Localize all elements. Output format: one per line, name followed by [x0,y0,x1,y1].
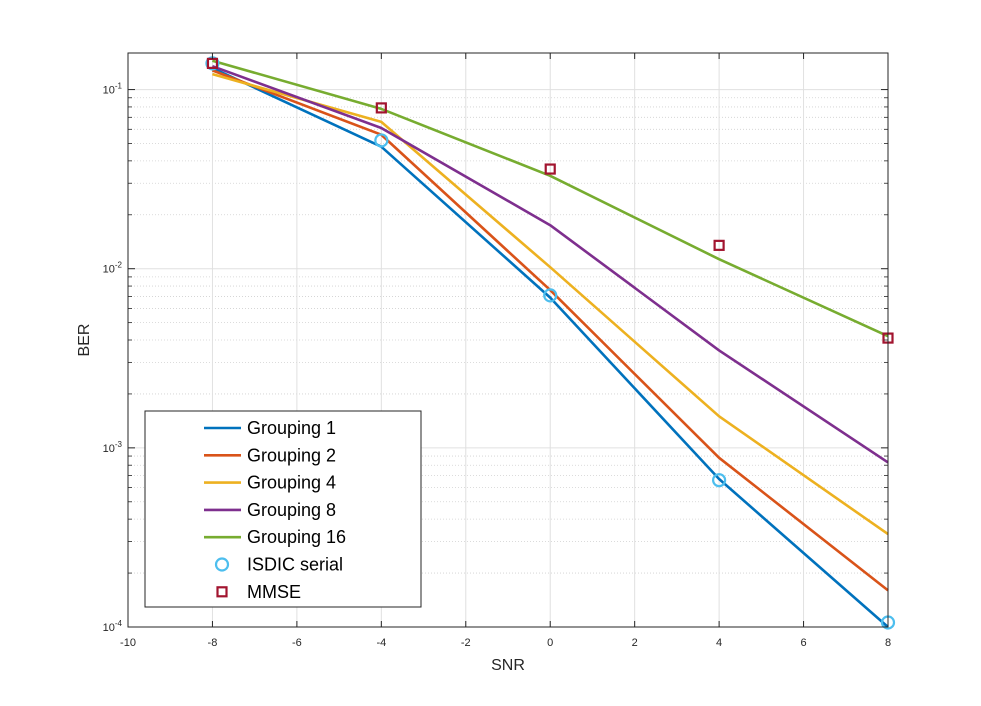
axis-ticks [127,53,889,628]
series-grouping-8 [211,64,889,464]
y-axis-label: BER [76,324,93,357]
x-tick-label: 8 [885,637,891,649]
series-line [212,59,889,338]
legend-circle-swatch [214,557,230,572]
data-point-square [544,163,556,175]
legend-label: Grouping 8 [247,500,336,520]
legend-label: ISDIC serial [247,555,343,575]
data-point-square [713,239,725,251]
x-tick-label: -4 [376,637,386,649]
x-tick-label: 2 [632,637,638,649]
series-line [212,72,889,536]
data-point-circle [374,133,389,148]
legend-entry: MMSE [216,582,301,602]
data-point-circle [712,473,727,488]
x-tick-label: 6 [800,637,806,649]
x-tick-label: -2 [461,637,471,649]
legend-entry: Grouping 4 [204,473,336,493]
series-grouping-16 [212,59,889,338]
series-grouping-1 [211,66,889,628]
series-line [211,66,889,628]
x-tick-label: -8 [208,637,218,649]
legend-square-swatch [216,586,228,598]
series-grouping-4 [212,72,889,536]
y-tick-labels: 10-4 10-3 10-2 10-1 [103,82,123,634]
y-tick-label: 10-3 [103,440,123,455]
legend-entries: Grouping 1 Grouping 2 Grouping 4 Grouping 8… [204,418,346,602]
legend-entry: Grouping 1 [204,418,336,438]
x-tick-label: -10 [120,637,136,649]
legend-label: MMSE [247,582,301,602]
x-tick-labels: -10 -8 -6 -4 -2 0 2 4 6 8 [120,637,891,649]
y-tick-label: 10-4 [103,619,123,634]
x-axis-label: SNR [491,657,525,674]
legend-label: Grouping 1 [247,418,336,438]
legend-entry: Grouping 8 [204,500,336,520]
legend: Grouping 1 Grouping 2 Grouping 4 Grouping 8… [144,410,422,608]
x-tick-label: -6 [292,637,302,649]
y-tick-label: 10-2 [103,261,123,276]
data-point-circle [543,288,558,303]
series-layer [205,56,896,630]
legend-box [144,410,422,608]
x-tick-label: 4 [716,637,722,649]
y-tick-label: 10-1 [103,82,123,97]
legend-entry: ISDIC serial [214,555,343,575]
x-tick-label: 0 [547,637,553,649]
data-point-square [375,102,387,114]
series-isdic-serial [205,56,896,630]
legend-label: Grouping 16 [247,527,346,547]
legend-entry: Grouping 16 [204,527,346,547]
legend-label: Grouping 2 [247,445,336,465]
series-line [211,64,889,464]
legend-label: Grouping 4 [247,473,336,493]
legend-entry: Grouping 2 [204,445,336,465]
